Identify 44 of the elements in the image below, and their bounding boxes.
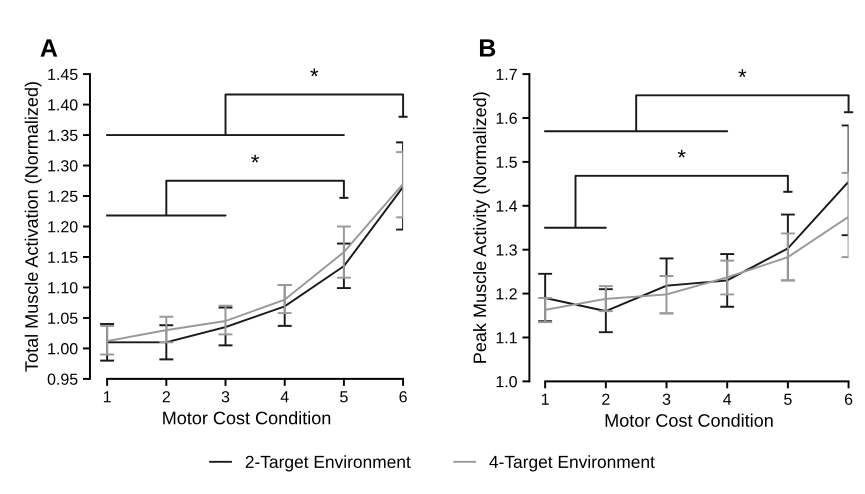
y-tick-label: 1.45 <box>48 68 78 80</box>
y-tick-label: 0.95 <box>48 374 78 385</box>
y-tick-label: 1.5 <box>496 156 517 168</box>
y-axis-title: Total Muscle Activation (Normalized) <box>24 82 42 372</box>
y-tick-label: 1.7 <box>496 68 517 80</box>
x-tick-label: 1 <box>542 394 549 405</box>
legend-label: 2-Target Environment <box>246 455 411 472</box>
annotation: * <box>678 150 686 158</box>
y-tick-label: 1.6 <box>496 112 517 124</box>
y-axis-title: Peak Muscle Activity (Normalized) <box>472 92 490 363</box>
y-tick-label: 1.20 <box>48 221 78 232</box>
x-axis-title: Motor Cost Condition <box>606 414 773 427</box>
y-tick-label: 1.1 <box>496 332 517 344</box>
annotation: * <box>251 154 260 163</box>
y-tick-label: 1.00 <box>48 343 78 354</box>
y-tick-label: 1.05 <box>48 312 78 324</box>
line-series <box>544 180 849 312</box>
x-tick-label: 1 <box>104 391 111 402</box>
chart-title: A <box>40 39 58 57</box>
y-tick-label: 1.4 <box>496 200 518 212</box>
y-tick-label: 1.10 <box>48 282 78 294</box>
y-tick-label: 1.35 <box>48 130 78 142</box>
x-tick-label: 6 <box>399 391 407 402</box>
chart-title: B <box>480 39 496 57</box>
x-tick-label: 4 <box>280 391 289 402</box>
y-tick-label: 1.25 <box>48 190 78 202</box>
y-tick-label: 1.40 <box>48 99 78 111</box>
x-tick-label: 5 <box>340 391 348 402</box>
x-tick-label: 6 <box>844 394 852 405</box>
x-axis-title: Motor Cost Condition <box>163 411 330 424</box>
x-tick-label: 3 <box>222 391 230 402</box>
x-tick-label: 4 <box>723 394 732 405</box>
legend-label: 4-Target Environment <box>489 455 655 472</box>
y-tick-label: 1.2 <box>496 288 517 300</box>
y-tick-label: 1.15 <box>48 252 78 263</box>
y-tick-label: 1.3 <box>496 244 517 256</box>
x-tick-label: 3 <box>662 394 670 405</box>
x-tick-label: 5 <box>784 394 792 405</box>
x-tick-label: 2 <box>162 391 170 402</box>
annotation: * <box>738 69 746 78</box>
annotation: * <box>310 68 318 76</box>
x-tick-label: 2 <box>602 394 610 405</box>
y-tick-label: 1.0 <box>496 376 517 388</box>
y-tick-label: 1.30 <box>48 160 78 172</box>
